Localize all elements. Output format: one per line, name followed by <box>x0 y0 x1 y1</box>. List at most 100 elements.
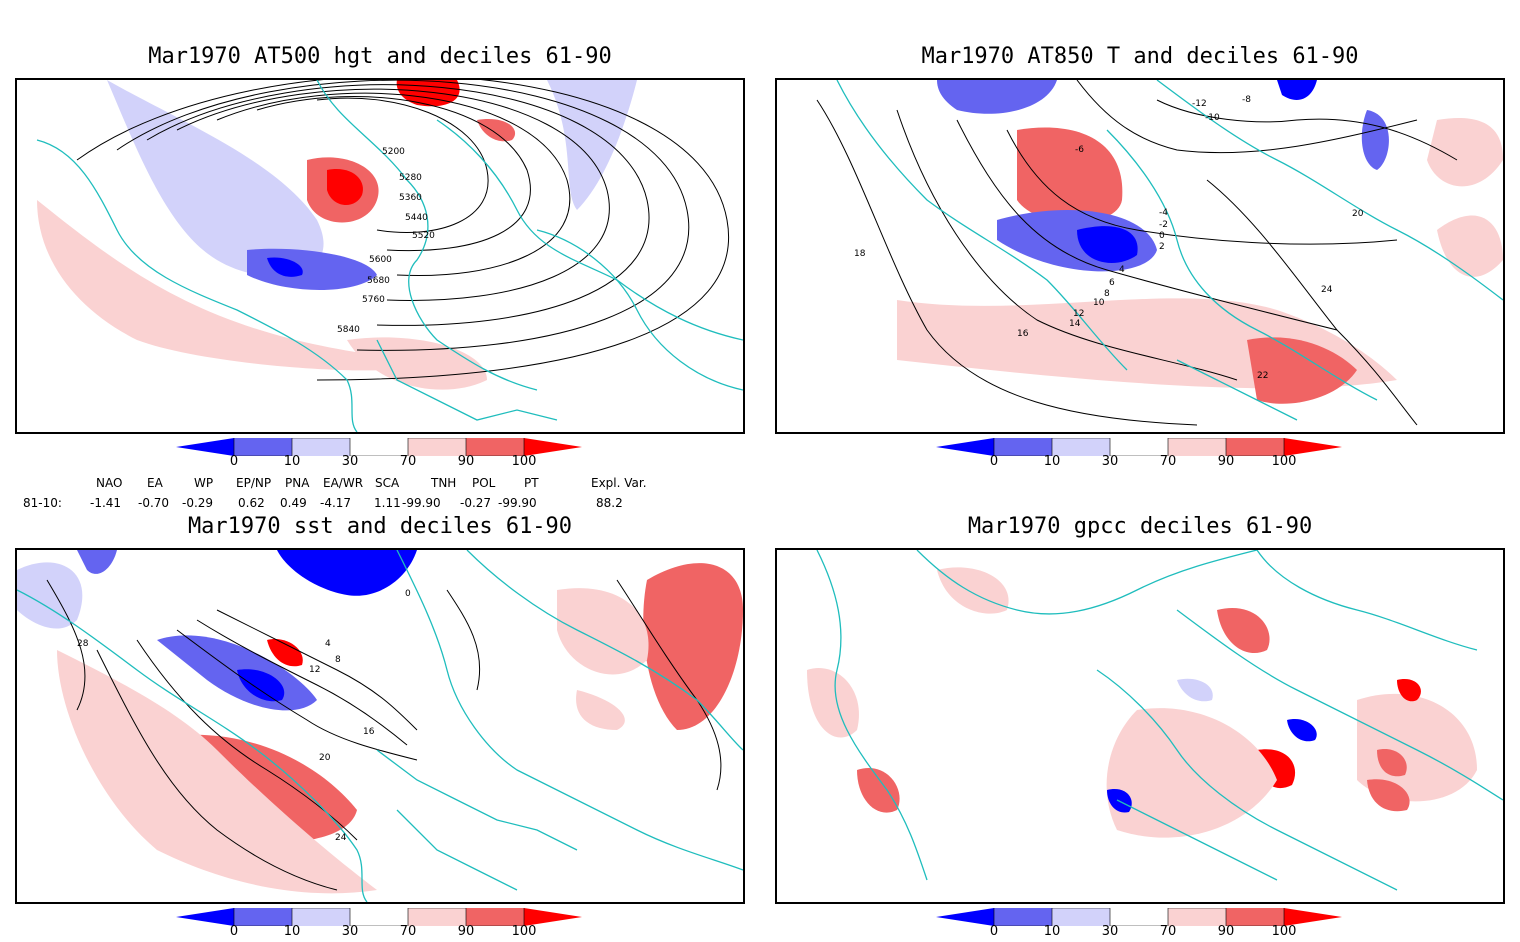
index-header: PNA <box>285 476 310 490</box>
colorbar-swatch <box>176 908 234 926</box>
colorbar-swatch <box>408 908 466 926</box>
contour-label: 5680 <box>367 276 390 286</box>
sst-contours <box>46 579 722 891</box>
colorbar-swatch <box>524 438 582 456</box>
panel-title-gpcc: Mar1970 gpcc deciles 61-90 <box>967 514 1313 539</box>
contour-label: 5520 <box>412 231 435 241</box>
contour-label: 4 <box>1119 265 1125 275</box>
colorbar-swatches <box>936 907 1342 927</box>
panel-title-hgt500: Mar1970 AT500 hgt and deciles 61-90 <box>148 44 612 69</box>
colorbar-swatches <box>176 437 582 457</box>
contour-label: -12 <box>1192 99 1207 109</box>
index-header: NAO <box>96 476 123 490</box>
index-header: WP <box>194 476 214 490</box>
contour-label: 5360 <box>399 193 422 203</box>
colorbar-t850: 0 10 30 70 90 100 <box>936 437 1356 472</box>
contour-label: 16 <box>1017 329 1029 339</box>
index-value: 1.11 <box>374 496 401 510</box>
contour-label: 5760 <box>362 295 385 305</box>
colorbar-swatch <box>350 908 408 926</box>
colorbar-gpcc: 0 10 30 70 90 100 <box>936 907 1356 942</box>
colorbar-swatch <box>1284 438 1342 456</box>
contour-label: 24 <box>335 833 347 843</box>
index-value: -99.90 <box>498 496 537 510</box>
index-header: EP/NP <box>236 476 272 490</box>
colorbar-swatch <box>1052 438 1110 456</box>
map-sst: 0 4 8 12 16 20 24 28 <box>15 548 745 904</box>
index-header: EA/WR <box>323 476 364 490</box>
teleconnection-index-table: NAO EA WP EP/NP PNA EA/WR SCA TNH POL PT… <box>20 474 720 514</box>
colorbar-tick: 70 <box>1159 924 1177 939</box>
contour-label: 16 <box>363 727 375 737</box>
contour-label: 2 <box>1159 242 1165 252</box>
map-gpcc-svg <box>807 550 1503 891</box>
contour-label: 28 <box>77 639 89 649</box>
contour-label: 4 <box>325 639 331 649</box>
colorbar-sst: 0 10 30 70 90 100 <box>176 907 596 942</box>
contour-label: 5280 <box>399 173 422 183</box>
index-header: SCA <box>375 476 400 490</box>
colorbar-swatch <box>1168 908 1226 926</box>
contour-label: 20 <box>1352 209 1364 219</box>
colorbar-swatch <box>1052 908 1110 926</box>
colorbar-tick: 30 <box>341 454 359 469</box>
colorbar-swatch <box>466 908 524 926</box>
coastlines <box>836 80 1503 421</box>
colorbar-swatch <box>936 438 994 456</box>
contour-labels: -12 -10 -8 -6 -4 -2 0 2 4 6 8 10 12 14 1… <box>854 95 1364 381</box>
colorbar-hgt500: 0 10 30 70 90 100 <box>176 437 596 472</box>
map-hgt500: 5200 5280 5360 5440 5520 5600 5680 5760 … <box>15 78 745 434</box>
colorbar-tick: 0 <box>229 454 239 469</box>
index-value: 0.62 <box>238 496 265 510</box>
colorbar-tick-labels: 0 10 30 70 90 100 <box>936 924 1356 940</box>
colorbar-swatch <box>936 908 994 926</box>
colorbar-swatch <box>994 438 1052 456</box>
map-t850: -12 -10 -8 -6 -4 -2 0 2 4 6 8 10 12 14 1… <box>775 78 1505 434</box>
index-header: TNH <box>431 476 457 490</box>
height-contours <box>76 80 730 381</box>
map-gpcc <box>775 548 1505 904</box>
colorbar-tick: 10 <box>283 924 301 939</box>
colorbar-tick: 10 <box>1043 924 1061 939</box>
colorbar-swatch <box>234 908 292 926</box>
colorbar-swatch <box>466 438 524 456</box>
colorbar-swatch <box>408 438 466 456</box>
contour-label: 6 <box>1109 278 1115 288</box>
map-sst-svg: 0 4 8 12 16 20 24 28 <box>17 550 743 902</box>
colorbar-tick-labels: 0 10 30 70 90 100 <box>176 924 596 940</box>
colorbar-tick: 90 <box>1217 454 1235 469</box>
colorbar-tick: 0 <box>229 924 239 939</box>
colorbar-swatch <box>292 438 350 456</box>
index-value: 0.49 <box>280 496 307 510</box>
index-header: EA <box>147 476 163 490</box>
contour-label: 8 <box>335 655 341 665</box>
map-hgt500-svg: 5200 5280 5360 5440 5520 5600 5680 5760 … <box>36 80 743 432</box>
colorbar-tick: 30 <box>1101 924 1119 939</box>
colorbar-tick: 100 <box>511 454 537 469</box>
contour-label: -8 <box>1242 95 1251 105</box>
contour-label: -10 <box>1205 113 1220 123</box>
colorbar-swatch <box>1284 908 1342 926</box>
contour-label: 5200 <box>382 147 405 157</box>
index-value: -4.17 <box>320 496 352 510</box>
contour-label: 18 <box>854 249 866 259</box>
colorbar-tick: 10 <box>283 454 301 469</box>
temperature-contours <box>816 80 1458 426</box>
map-t850-svg: -12 -10 -8 -6 -4 -2 0 2 4 6 8 10 12 14 1… <box>816 80 1503 426</box>
coastlines <box>816 550 1503 891</box>
colorbar-swatch <box>234 438 292 456</box>
colorbar-tick: 90 <box>1217 924 1235 939</box>
colorbar-swatch <box>524 908 582 926</box>
colorbar-swatch <box>1226 438 1284 456</box>
decile-shading <box>37 80 637 390</box>
panel-title-sst: Mar1970 sst and deciles 61-90 <box>187 514 573 539</box>
colorbar-swatch <box>292 908 350 926</box>
colorbar-swatches <box>936 437 1342 457</box>
decile-shading <box>897 80 1503 404</box>
contour-label: 0 <box>405 589 411 599</box>
contour-label: 10 <box>1093 298 1105 308</box>
index-value: -0.27 <box>460 496 492 510</box>
colorbar-tick-labels: 0 10 30 70 90 100 <box>936 454 1356 470</box>
colorbar-tick: 0 <box>989 924 999 939</box>
colorbar-tick: 30 <box>341 924 359 939</box>
